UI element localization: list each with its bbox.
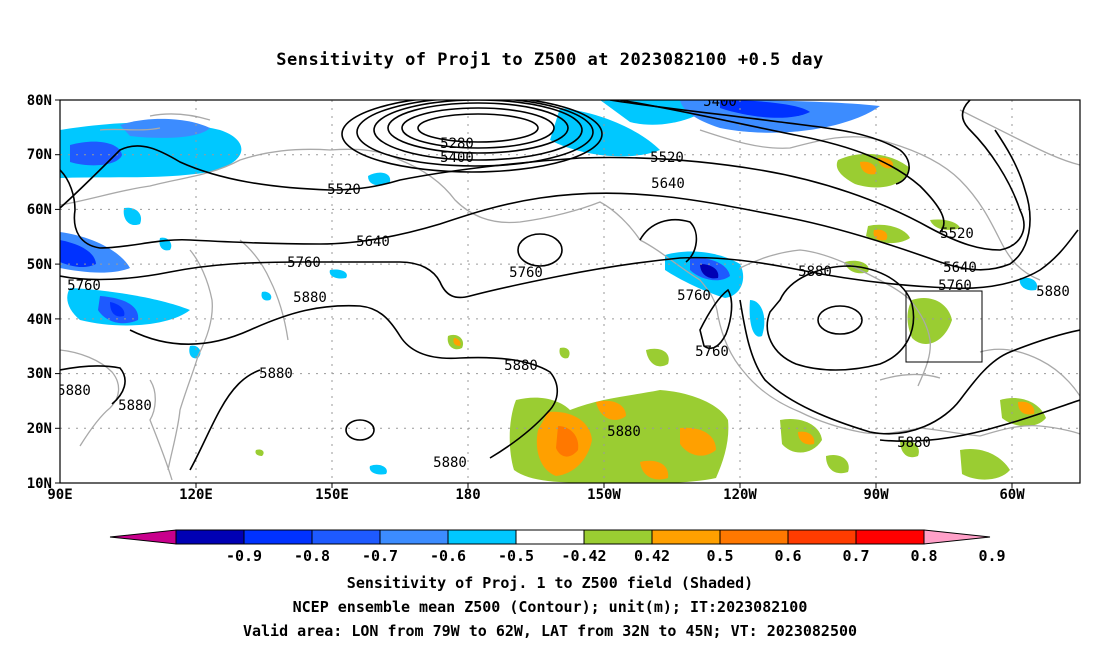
- colorbar-label: 0.5: [706, 547, 733, 565]
- contour-label: 5880: [118, 398, 152, 414]
- colorbar-label: 0.6: [774, 547, 801, 565]
- lat-label: 80N: [27, 93, 52, 109]
- colorbar-swatch: [311, 529, 381, 545]
- colorbar-label: -0.7: [362, 547, 398, 565]
- lat-label: 70N: [27, 147, 52, 163]
- lat-label: 40N: [27, 312, 52, 328]
- contour-label: 5640: [356, 234, 390, 250]
- contour-label: 5880: [607, 424, 641, 440]
- colorbar-swatch: [379, 529, 449, 545]
- contour-label-group: 5400 5280 5400 5520 5520 5640 5640 5760 …: [57, 94, 1070, 471]
- contour-label: 5880: [798, 264, 832, 280]
- contour-label: 5880: [259, 366, 293, 382]
- colorbar-label: -0.42: [561, 547, 606, 565]
- caption-shaded: Sensitivity of Proj. 1 to Z500 field (Sh…: [346, 574, 754, 592]
- contour-label: 5880: [504, 358, 538, 374]
- lat-label: 10N: [27, 476, 52, 492]
- colorbar-label: 0.42: [634, 547, 670, 565]
- contour-label: 5400: [703, 94, 737, 110]
- lon-label: 150E: [315, 487, 349, 503]
- contour-label: 5880: [1036, 284, 1070, 300]
- caption-valid-area: Valid area: LON from 79W to 62W, LAT fro…: [242, 622, 858, 640]
- contour-label: 5520: [650, 150, 684, 166]
- latitude-axis: 80N 70N 60N 50N 40N 30N 20N 10N: [27, 93, 52, 492]
- colorbar-swatch: [923, 529, 991, 545]
- gridlines: [60, 100, 1080, 483]
- contour-label: 5880: [293, 290, 327, 306]
- colorbar-swatch: [243, 529, 313, 545]
- longitude-axis: 90E 120E 150E 180 150W 120W 90W 60W: [47, 487, 1025, 503]
- z500-contours: [60, 100, 1080, 471]
- contour-label: 5280: [440, 136, 474, 152]
- colorbar-swatch: [515, 529, 585, 545]
- contour-label: 5760: [677, 288, 711, 304]
- sensitivity-shading: [60, 100, 1046, 483]
- colorbar-label: -0.6: [430, 547, 466, 565]
- colorbar-swatch: [583, 529, 653, 545]
- map-title: Sensitivity of Proj1 to Z500 at 20230821…: [276, 50, 824, 70]
- contour-label: 5760: [938, 278, 972, 294]
- colorbar-label: -0.5: [498, 547, 534, 565]
- colorbar-label: 0.8: [910, 547, 937, 565]
- colorbar-swatch: [719, 529, 789, 545]
- lon-label: 60W: [999, 487, 1025, 503]
- lon-label: 90E: [47, 487, 72, 503]
- colorbar-label: 0.9: [978, 547, 1005, 565]
- plot-frame: [59, 99, 1081, 484]
- lat-label: 60N: [27, 202, 52, 218]
- lon-ticks: [195, 483, 1013, 488]
- lat-label: 30N: [27, 366, 52, 382]
- contour-label: 5880: [897, 435, 931, 451]
- coastlines: [60, 109, 1080, 481]
- contour-label: 5400: [440, 150, 474, 166]
- colorbar-swatch: [109, 529, 177, 545]
- contour-label: 5640: [651, 176, 685, 192]
- contour-label: 5520: [940, 226, 974, 242]
- colorbar-swatch: [175, 529, 245, 545]
- contour-label: 5880: [57, 383, 91, 399]
- colorbar-swatch: [651, 529, 721, 545]
- contour-label: 5760: [287, 255, 321, 271]
- colorbar-label: -0.9: [226, 547, 262, 565]
- lon-label: 180: [455, 487, 480, 503]
- caption-contour: NCEP ensemble mean Z500 (Contour); unit(…: [292, 598, 808, 616]
- contour-label: 5760: [509, 265, 543, 281]
- lat-label: 50N: [27, 257, 52, 273]
- colorbar-label: -0.8: [294, 547, 330, 565]
- lat-label: 20N: [27, 421, 52, 437]
- colorbar-label: 0.7: [842, 547, 869, 565]
- lon-label: 120E: [179, 487, 213, 503]
- lon-label: 120W: [723, 487, 757, 503]
- colorbar-swatch: [787, 529, 857, 545]
- lon-label: 90W: [863, 487, 889, 503]
- colorbar-swatch: [855, 529, 925, 545]
- colorbar-swatch: [447, 529, 517, 545]
- contour-label: 5520: [327, 182, 361, 198]
- colorbar: -0.9 -0.8 -0.7 -0.6 -0.5 -0.42 0.42 0.5 0.6 0.7 0.…: [109, 529, 1006, 565]
- contour-label: 5760: [67, 278, 101, 294]
- valid-area-box: [905, 290, 983, 363]
- contour-label: 5880: [433, 455, 467, 471]
- lat-ticks: [55, 99, 60, 484]
- contour-label: 5760: [695, 344, 729, 360]
- lon-label: 150W: [587, 487, 621, 503]
- contour-label: 5640: [943, 260, 977, 276]
